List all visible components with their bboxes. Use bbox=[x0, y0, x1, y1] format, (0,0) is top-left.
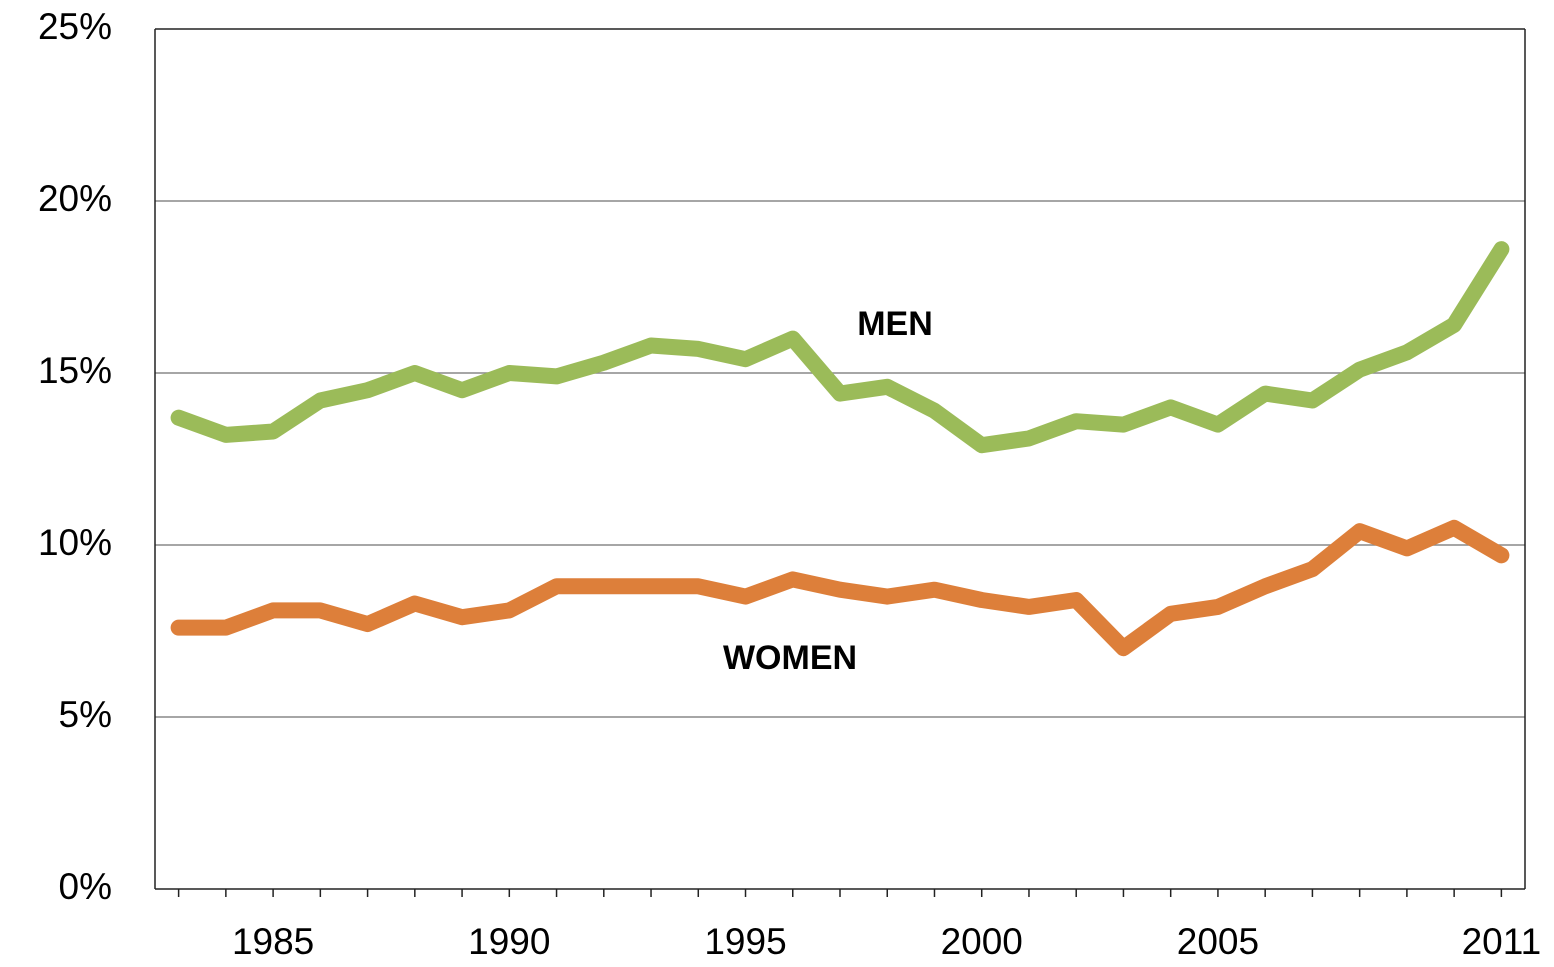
series-line bbox=[170, 519, 1510, 657]
y-tick-label: 25% bbox=[38, 6, 112, 47]
x-tick-label: 1985 bbox=[232, 921, 314, 962]
y-tick-label: 5% bbox=[59, 694, 112, 735]
series-label: MEN bbox=[857, 305, 933, 343]
x-tick-label: 1990 bbox=[468, 921, 550, 962]
y-tick-label: 20% bbox=[38, 178, 112, 219]
x-tick-label: 2005 bbox=[1177, 921, 1259, 962]
y-tick-label: 15% bbox=[38, 350, 112, 391]
x-tick-label: 1995 bbox=[704, 921, 786, 962]
y-tick-label: 0% bbox=[59, 866, 112, 907]
x-tick-label: 2011 bbox=[1462, 921, 1542, 962]
series-label: WOMEN bbox=[723, 639, 857, 677]
series-line bbox=[170, 241, 1510, 454]
y-tick-label: 10% bbox=[38, 522, 112, 563]
x-tick-label: 2000 bbox=[941, 921, 1023, 962]
